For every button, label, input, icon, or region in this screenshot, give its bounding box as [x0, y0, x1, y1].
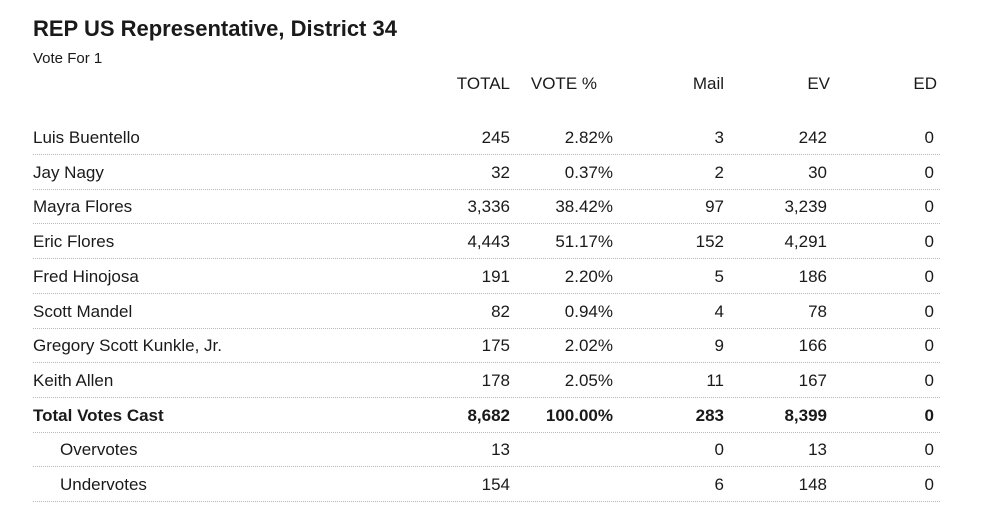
cell: 4,291: [784, 232, 827, 252]
cell: 13: [808, 440, 827, 460]
row-label: Luis Buentello: [33, 128, 140, 147]
cell: 0: [924, 301, 934, 321]
cell: 186: [798, 266, 827, 286]
column-header: EV: [807, 74, 830, 93]
cell: 148: [798, 475, 827, 494]
row-label: Jay Nagy: [33, 162, 104, 182]
cell: 0: [924, 162, 934, 182]
cell: 0: [714, 440, 724, 460]
row-divider: [33, 223, 940, 224]
row-divider: [33, 501, 940, 502]
cell: 245: [481, 128, 510, 147]
cell: 38.42%: [555, 197, 613, 217]
row-label: Fred Hinojosa: [33, 266, 139, 286]
cell: 0: [924, 266, 934, 286]
cell: 152: [695, 232, 724, 252]
cell: 0.94%: [564, 301, 613, 321]
row-divider: [33, 328, 940, 329]
cell: 0: [924, 440, 934, 460]
cell: 8,682: [467, 405, 510, 425]
row-divider: [33, 258, 940, 259]
row-divider: [33, 466, 940, 467]
row-label: Eric Flores: [33, 232, 115, 252]
row-divider: [33, 154, 940, 155]
column-header: VOTE %: [530, 74, 597, 93]
cell: 0: [924, 405, 934, 425]
cell: 178: [481, 370, 510, 390]
cell: 3: [714, 128, 724, 147]
cell: 3,239: [784, 197, 827, 217]
cell: 5: [714, 266, 724, 286]
title: REP US Representative, District 34: [33, 16, 397, 41]
row-label: Mayra Flores: [33, 197, 133, 217]
column-header: TOTAL: [456, 74, 510, 93]
cell: 82: [491, 301, 510, 321]
row-label: Undervotes: [60, 475, 147, 494]
cell: 4: [714, 301, 724, 321]
cell: 0: [924, 128, 934, 147]
cell: 6: [714, 475, 724, 494]
cell: 166: [798, 336, 827, 356]
cell: 0: [924, 370, 934, 390]
cell: 97: [705, 197, 724, 217]
cell: 283: [695, 405, 724, 425]
cell: 2.82%: [564, 128, 613, 147]
cell: 2.20%: [564, 266, 613, 286]
cell: 32: [491, 162, 510, 182]
row-divider: [33, 397, 940, 398]
row-divider: [33, 362, 940, 363]
cell: 11: [706, 370, 724, 390]
cell: 51.17%: [555, 232, 613, 252]
subtitle: Vote For 1: [33, 50, 103, 67]
cell: 0: [924, 197, 934, 217]
cell: 191: [481, 266, 510, 286]
row-divider: [33, 432, 940, 433]
column-header: ED: [913, 74, 937, 93]
cell: 100.00%: [545, 405, 613, 425]
row-label: Keith Allen: [33, 370, 114, 390]
cell: 4,443: [467, 232, 510, 252]
row-label: Overvotes: [60, 440, 138, 460]
cell: 242: [798, 128, 827, 147]
cell: 167: [798, 370, 827, 390]
cell: 3,336: [467, 197, 510, 217]
row-divider: [33, 293, 940, 294]
cell: 30: [808, 162, 827, 182]
cell: 0.37%: [564, 162, 613, 182]
cell: 8,399: [784, 405, 827, 425]
row-label: Scott Mandel: [33, 301, 133, 321]
cell: 78: [808, 301, 827, 321]
row-label: Total Votes Cast: [33, 405, 164, 425]
cell: 2.05%: [564, 370, 613, 390]
cell: 175: [481, 336, 510, 356]
column-header: Mail: [692, 74, 724, 93]
cell: 154: [481, 475, 510, 494]
cell: 0: [924, 475, 934, 494]
cell: 2.02%: [564, 336, 613, 356]
cell: 0: [924, 336, 934, 356]
cell: 13: [491, 440, 510, 460]
cell: 0: [924, 232, 934, 252]
row-label: Gregory Scott Kunkle, Jr.: [33, 336, 222, 356]
row-divider: [33, 189, 940, 190]
cell: 9: [714, 336, 724, 356]
cell: 2: [714, 162, 724, 182]
